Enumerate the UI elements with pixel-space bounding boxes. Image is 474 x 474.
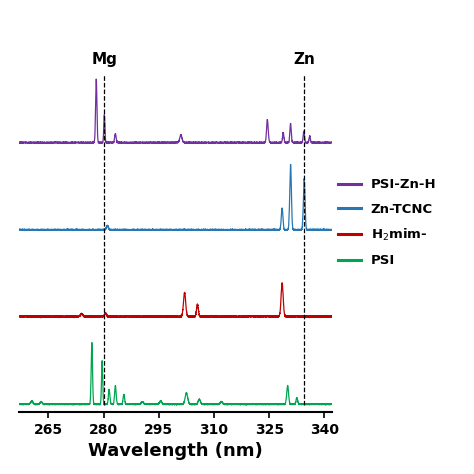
Text: Mg: Mg bbox=[91, 52, 117, 67]
X-axis label: Wavelength (nm): Wavelength (nm) bbox=[88, 442, 263, 460]
Text: Zn: Zn bbox=[293, 52, 315, 67]
Legend: PSI-Zn-H, Zn-TCNC, H$_2$mim-, PSI: PSI-Zn-H, Zn-TCNC, H$_2$mim-, PSI bbox=[338, 178, 436, 267]
